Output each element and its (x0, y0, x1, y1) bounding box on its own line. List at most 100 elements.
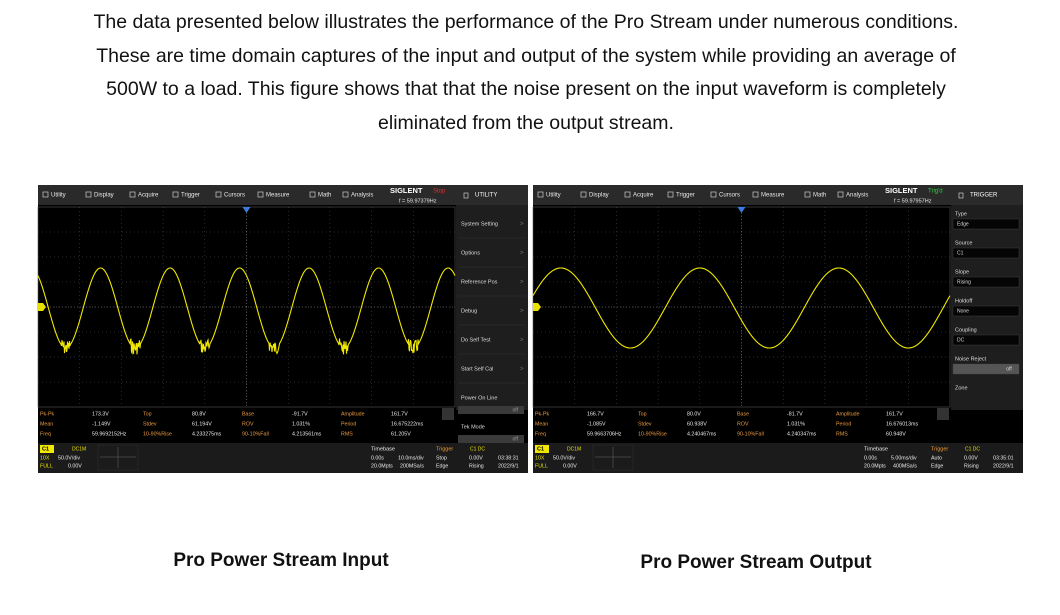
measurement-label: RMS (836, 431, 848, 437)
timebase-delay: 0.00s (864, 455, 877, 461)
submenu-arrow: > (520, 367, 524, 373)
submenu-arrow: > (520, 309, 524, 315)
measurement-label: ROV (242, 421, 254, 427)
menu-icon (804, 191, 811, 198)
menu-item: Acquire (633, 193, 654, 199)
measurement-label: ROV (737, 421, 749, 427)
field-value: DC (957, 337, 965, 343)
menu-icon (667, 191, 674, 198)
toggle-value: off (513, 407, 519, 413)
panel-title: UTILITY (475, 193, 497, 199)
menu-icon (215, 191, 222, 198)
measurement-value: 4.240467ms (687, 431, 717, 437)
measurement-label: Mean (535, 421, 548, 427)
status-bar (533, 443, 1023, 473)
menu-icon (85, 191, 92, 198)
measurement-label: Pk-Pk (535, 411, 549, 417)
mini-view (592, 444, 634, 471)
trigger-type: Edge (931, 463, 943, 469)
measurement-label: 10-90%Rise (143, 431, 172, 437)
measurement-label: 90-10%Fall (242, 431, 269, 437)
channel-coupling: DC1M (567, 446, 581, 452)
panel-item: Zone (955, 385, 968, 391)
close-button (442, 408, 454, 420)
measurement-value: 80.0V (687, 411, 701, 417)
channel-marker (533, 303, 541, 311)
trigger-mode: Auto (931, 455, 942, 461)
menu-icon (309, 191, 316, 198)
panel-item: Source (955, 240, 972, 246)
measurement-value: 4.213561ms (292, 431, 322, 437)
clock-time: 03:35:01 (993, 455, 1014, 461)
channel-bandwidth: FULL (535, 463, 548, 469)
menu-item: Display (589, 193, 609, 199)
menu-bar (533, 185, 1023, 205)
timebase-points: 20.0Mpts (371, 463, 393, 469)
paragraph-line: eliminated from the output stream. (378, 112, 674, 134)
menu-item: Utility (51, 193, 66, 199)
menu-icon (537, 191, 544, 198)
menu-item: Utility (546, 193, 561, 199)
menu-item: Analysis (351, 193, 373, 199)
channel-scale: 50.0V/div (58, 455, 80, 461)
trigger-title: Trigger (931, 446, 948, 452)
measurement-label: RMS (341, 431, 353, 437)
measurement-label: Period (341, 421, 356, 427)
menu-item: Acquire (138, 193, 159, 199)
measurement-value: 59.9692152Hz (92, 431, 127, 437)
measurement-label: Period (836, 421, 851, 427)
paragraph-line: 500W to a load. This figure shows that t… (106, 78, 946, 100)
measurement-value: 61.194V (192, 421, 212, 427)
status-bar (38, 443, 528, 473)
menu-icon (624, 191, 631, 198)
field-box (952, 305, 1020, 317)
menu-icon (710, 191, 717, 198)
channel-offset: 0.00V (68, 463, 82, 469)
measurement-label: Freq (40, 431, 51, 437)
measurement-value: 161.7V (391, 411, 408, 417)
panel-icon (958, 192, 964, 199)
panel-icon (463, 192, 469, 199)
field-box (952, 363, 1020, 375)
channel-probe: 10X (40, 455, 50, 461)
measurement-value: 60.948V (886, 431, 906, 437)
measurement-value: 16.675222ms (391, 421, 423, 427)
panel-item: Reference Pos (461, 279, 498, 285)
channel-scale: 50.0V/div (553, 455, 575, 461)
paragraph-line: The data presented below illustrates the… (94, 11, 959, 33)
menu-bar (38, 185, 528, 205)
panel-item: System Setting (461, 221, 498, 227)
acquisition-status: Stop (433, 189, 446, 195)
measurement-value: 166.7V (587, 411, 604, 417)
trigger-title: Trigger (436, 446, 453, 452)
trigger-level: 0.00V (469, 455, 483, 461)
measurement-value: -91.7V (292, 411, 308, 417)
channel-offset: 0.00V (563, 463, 577, 469)
measurement-value: 1.031% (292, 421, 310, 427)
measurement-label: Base (242, 411, 254, 417)
measurement-label: Stdev (143, 421, 157, 427)
measurement-value: -1.149V (92, 421, 111, 427)
measurement-label: Base (737, 411, 749, 417)
submenu-arrow: > (520, 222, 524, 228)
panel-item: Power On Line (461, 395, 497, 401)
field-box (952, 276, 1020, 288)
measurement-label: 90-10%Fall (737, 431, 764, 437)
menu-item: Measure (761, 193, 785, 199)
channel-badge (40, 445, 54, 453)
timebase-scale: 10.0ms/div (398, 455, 424, 461)
panel-item: Options (461, 250, 480, 256)
field-value: off (1006, 366, 1012, 372)
panel-item: Slope (955, 269, 969, 275)
menu-item: Cursors (719, 193, 740, 199)
measurement-label: Amplitude (341, 411, 365, 417)
menu-item: Trigger (676, 193, 695, 199)
menu-item: Math (318, 193, 331, 199)
close-button (937, 408, 949, 420)
measurement-label: Stdev (638, 421, 652, 427)
channel-coupling: DC1M (72, 446, 86, 452)
side-panel (456, 205, 528, 410)
menu-icon (129, 191, 136, 198)
panel-item: Tek Mode (461, 424, 485, 430)
